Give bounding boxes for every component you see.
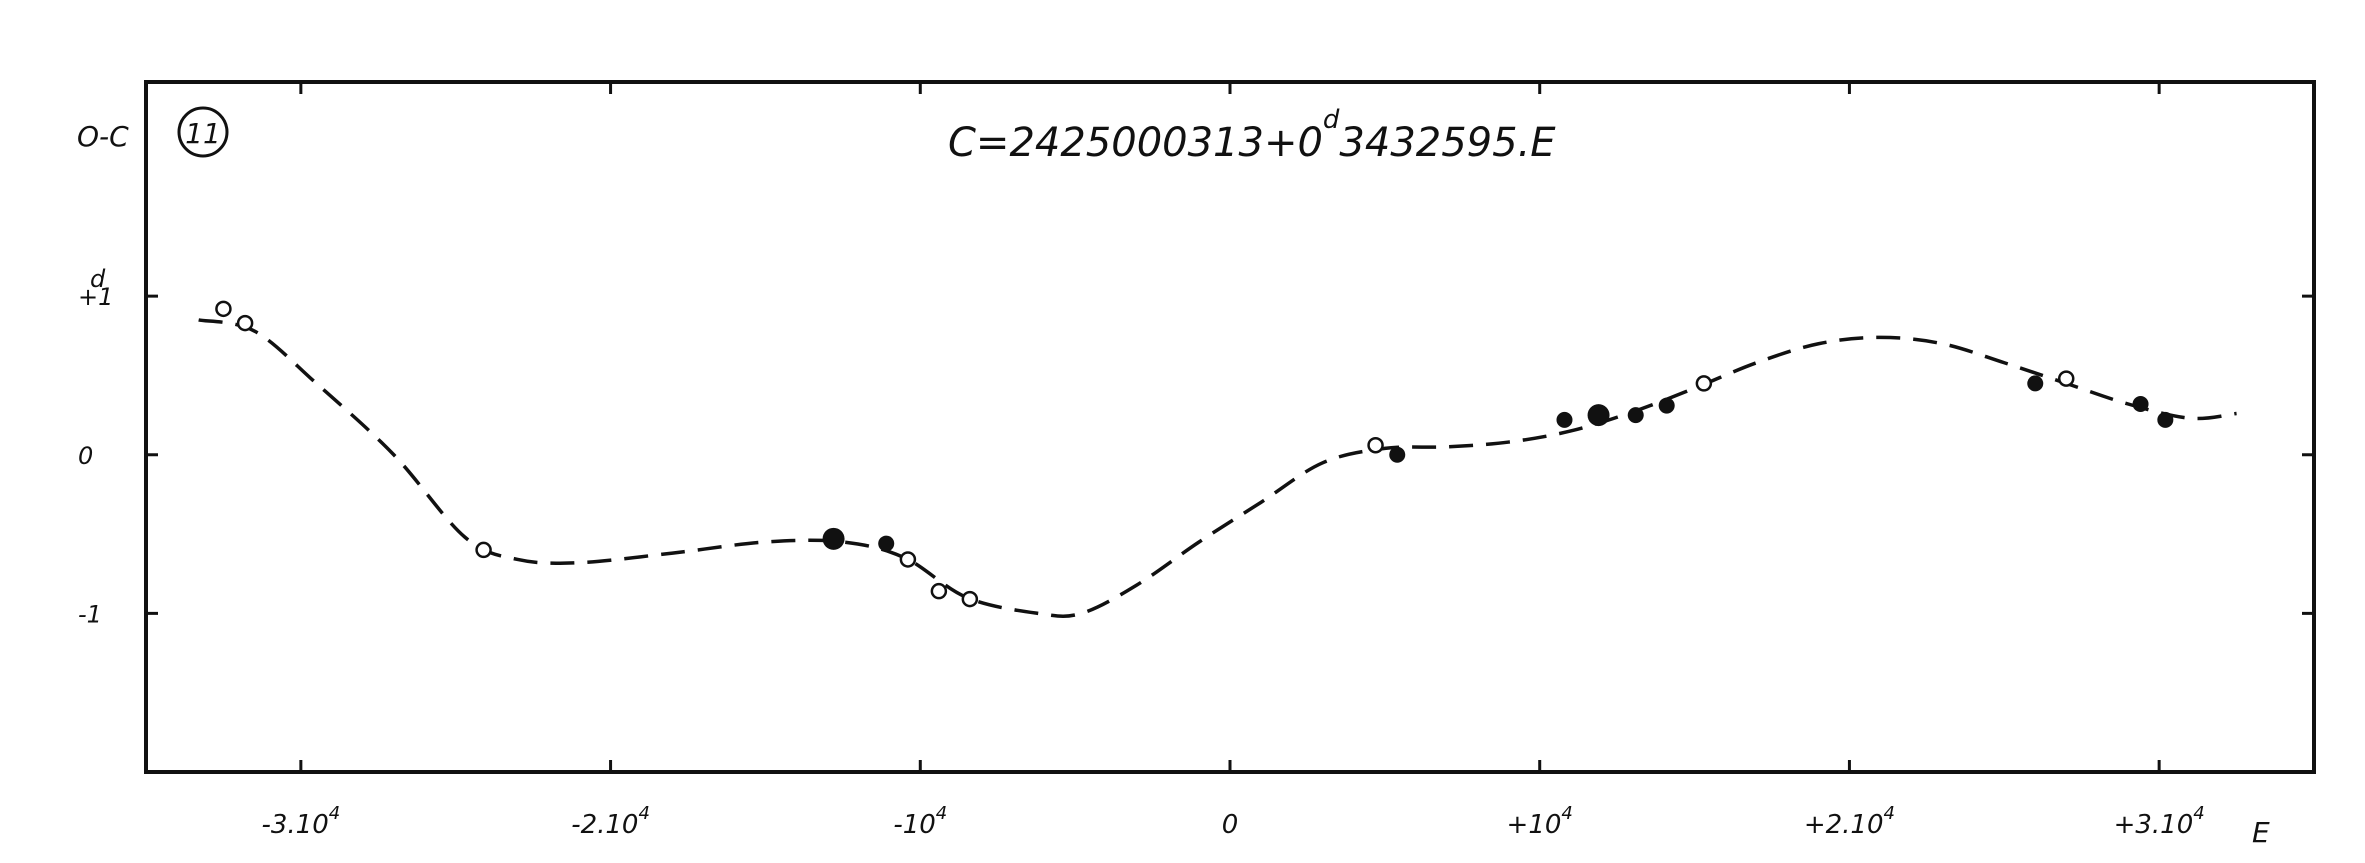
y-tick-label: +1	[78, 283, 113, 311]
x-tick-label-base: -3.10	[261, 810, 328, 840]
x-tick-label: -104	[893, 803, 947, 840]
y-axis-label: O-C	[77, 120, 129, 153]
data-point-filled	[2132, 396, 2149, 412]
x-tick-label: 0	[1222, 810, 1239, 840]
chart-title: C=2425000313+0d3432595.E	[948, 105, 1556, 166]
x-tick-label: +3.104	[2114, 803, 2205, 840]
y-axis-unit: d	[90, 265, 106, 293]
data-point-open	[961, 590, 979, 608]
title-day-mark: d	[1323, 105, 1340, 135]
data-point-open	[475, 541, 492, 559]
data-point-open	[215, 300, 232, 318]
y-tick-label: 0	[78, 442, 93, 470]
x-tick-label: -2.104	[571, 803, 650, 840]
title-main: C=2425000	[948, 120, 1188, 166]
y-axis-ticks: +1 0 -1	[78, 283, 2314, 628]
title-day-frac: 313+0	[1188, 120, 1323, 166]
data-point-open	[1695, 375, 1713, 392]
x-tick-label-exponent: 4	[936, 803, 947, 824]
x-tick-label-base: +3.10	[2114, 810, 2194, 840]
data-point-open	[1367, 436, 1384, 454]
x-tick-label-base: -10	[893, 810, 935, 840]
data-point-open	[2057, 370, 2075, 387]
x-tick-label-base: +10	[1507, 810, 1562, 840]
x-tick-label-exponent: 4	[1561, 803, 1572, 824]
x-tick-label-exponent: 4	[638, 803, 649, 824]
data-point-filled	[1627, 407, 1644, 424]
x-axis-label: E	[2252, 816, 2270, 849]
data-point-open	[930, 582, 948, 600]
x-tick-label: -3.104	[261, 803, 340, 840]
plot-frame	[144, 80, 2316, 774]
data-point-open	[236, 314, 254, 332]
x-tick-label-base: -2.10	[571, 810, 638, 840]
x-tick-label: +104	[1507, 803, 1573, 840]
data-point-filled	[2157, 411, 2174, 428]
data-point-filled	[822, 527, 845, 550]
figure-number-circle	[177, 106, 229, 158]
fit-curve-dashed	[198, 318, 2237, 618]
figure-number: 11	[185, 117, 221, 150]
data-point-filled	[1389, 446, 1406, 463]
data-point-filled	[1556, 411, 1573, 428]
x-tick-label-base: 0	[1222, 810, 1239, 840]
data-point-open	[899, 551, 917, 568]
x-tick-label: +2.104	[1804, 803, 1895, 840]
x-tick-label-base: +2.10	[1804, 810, 1884, 840]
x-tick-label-exponent: 4	[1884, 803, 1895, 824]
fit-curve-layer	[198, 318, 2237, 618]
data-point-filled	[2027, 375, 2044, 392]
data-point-filled	[1587, 404, 1610, 427]
x-axis-ticks: -3.104 -2.104 -104 0 +104 +2.104 +3.104	[261, 82, 2205, 840]
title-period: 3432595.E	[1339, 120, 1556, 166]
data-point-filled	[878, 535, 895, 552]
x-tick-label-exponent: 4	[2193, 803, 2204, 824]
data-point-filled	[1658, 397, 1675, 414]
data-points-layer	[215, 300, 2174, 608]
x-tick-label-exponent: 4	[329, 803, 340, 824]
y-tick-label: -1	[78, 600, 102, 628]
